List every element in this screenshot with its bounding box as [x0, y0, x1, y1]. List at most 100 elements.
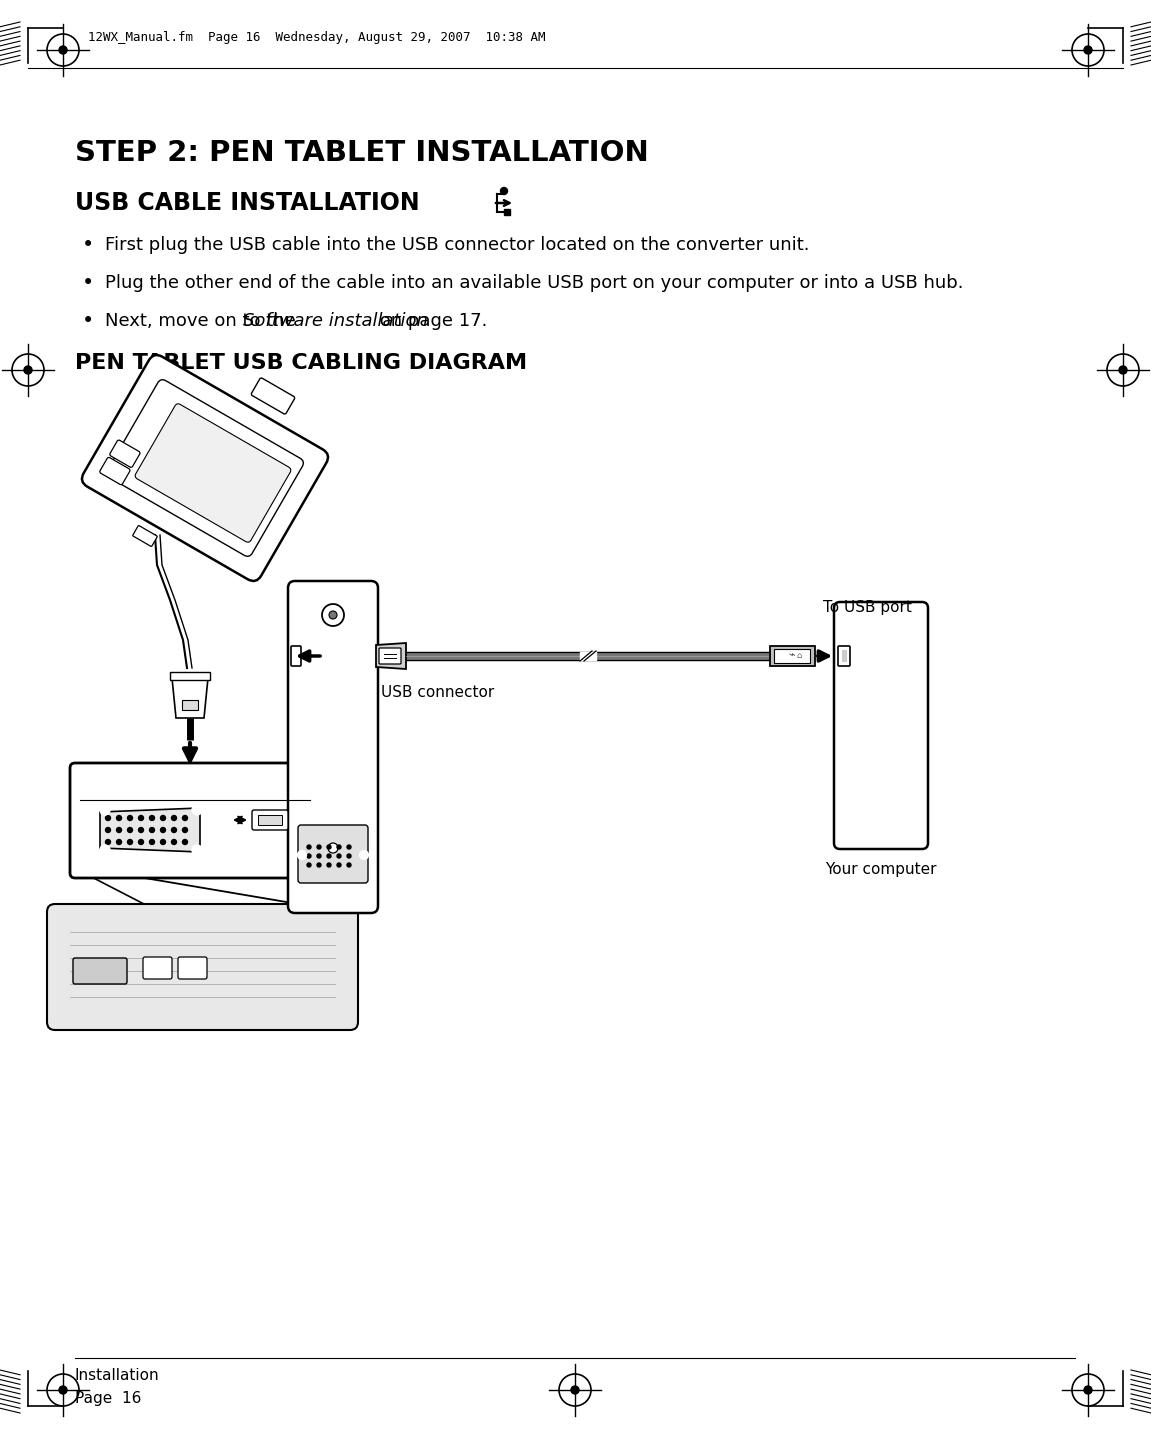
Circle shape	[317, 845, 321, 849]
FancyBboxPatch shape	[838, 645, 849, 665]
Circle shape	[150, 816, 154, 820]
Circle shape	[346, 845, 351, 849]
Bar	[182, 700, 198, 710]
FancyBboxPatch shape	[251, 379, 295, 414]
Text: ⌁: ⌁	[788, 651, 794, 661]
Text: on page 17.: on page 17.	[374, 313, 487, 330]
Text: ⌂: ⌂	[796, 651, 801, 660]
Text: USB connector: USB connector	[381, 685, 494, 700]
Circle shape	[183, 827, 188, 833]
Circle shape	[192, 804, 201, 815]
Circle shape	[359, 850, 368, 859]
Circle shape	[322, 604, 344, 627]
Circle shape	[307, 855, 311, 858]
Circle shape	[337, 855, 341, 858]
Text: USB CABLE INSTALLATION: USB CABLE INSTALLATION	[75, 191, 420, 215]
Polygon shape	[171, 678, 208, 718]
Circle shape	[59, 46, 67, 54]
Circle shape	[183, 839, 188, 845]
Polygon shape	[100, 807, 200, 852]
FancyBboxPatch shape	[82, 356, 328, 581]
Circle shape	[327, 855, 331, 858]
Circle shape	[100, 845, 110, 855]
Circle shape	[337, 845, 341, 849]
Text: •: •	[82, 311, 94, 331]
FancyBboxPatch shape	[47, 903, 358, 1030]
Bar	[170, 673, 209, 680]
Circle shape	[138, 827, 144, 833]
Circle shape	[160, 839, 166, 845]
FancyBboxPatch shape	[70, 763, 320, 878]
Circle shape	[128, 816, 132, 820]
Text: STEP 2: PEN TABLET INSTALLATION: STEP 2: PEN TABLET INSTALLATION	[75, 139, 649, 166]
Circle shape	[116, 816, 122, 820]
Text: PEN TABLET USB CABLING DIAGRAM: PEN TABLET USB CABLING DIAGRAM	[75, 353, 527, 373]
Text: •: •	[82, 235, 94, 255]
Circle shape	[171, 816, 176, 820]
Text: Installation: Installation	[75, 1368, 160, 1382]
Text: Your computer: Your computer	[825, 862, 937, 878]
Bar	[504, 209, 510, 215]
Circle shape	[150, 839, 154, 845]
Circle shape	[59, 1387, 67, 1394]
Text: Software installation: Software installation	[243, 313, 428, 330]
Circle shape	[327, 863, 331, 868]
Circle shape	[307, 863, 311, 868]
FancyBboxPatch shape	[298, 825, 368, 883]
Bar	[258, 815, 282, 825]
Text: Next, move on to the: Next, move on to the	[105, 313, 302, 330]
FancyBboxPatch shape	[132, 526, 158, 546]
Circle shape	[1119, 366, 1127, 374]
Circle shape	[192, 845, 201, 855]
FancyBboxPatch shape	[252, 810, 288, 830]
Circle shape	[329, 611, 337, 619]
FancyBboxPatch shape	[288, 581, 378, 913]
Circle shape	[571, 1387, 579, 1394]
Circle shape	[24, 366, 32, 374]
FancyBboxPatch shape	[379, 648, 401, 664]
Circle shape	[327, 845, 331, 849]
Circle shape	[317, 863, 321, 868]
Circle shape	[100, 804, 110, 815]
Circle shape	[346, 863, 351, 868]
Text: First plug the USB cable into the USB connector located on the converter unit.: First plug the USB cable into the USB co…	[105, 237, 809, 254]
Text: 12WX_Manual.fm  Page 16  Wednesday, August 29, 2007  10:38 AM: 12WX_Manual.fm Page 16 Wednesday, August…	[87, 32, 546, 44]
Text: To USB port: To USB port	[823, 599, 912, 615]
FancyBboxPatch shape	[178, 956, 207, 979]
Circle shape	[297, 850, 306, 859]
FancyBboxPatch shape	[834, 602, 928, 849]
Text: Plug the other end of the cable into an available USB port on your computer or i: Plug the other end of the cable into an …	[105, 274, 963, 293]
Circle shape	[337, 863, 341, 868]
Polygon shape	[770, 645, 815, 665]
Circle shape	[1084, 46, 1092, 54]
FancyBboxPatch shape	[73, 958, 127, 984]
Polygon shape	[376, 642, 406, 670]
Circle shape	[160, 827, 166, 833]
Circle shape	[346, 855, 351, 858]
FancyBboxPatch shape	[291, 645, 302, 665]
Circle shape	[171, 839, 176, 845]
Circle shape	[106, 816, 110, 820]
Circle shape	[160, 816, 166, 820]
Circle shape	[106, 827, 110, 833]
FancyBboxPatch shape	[100, 457, 130, 485]
Circle shape	[317, 855, 321, 858]
Circle shape	[138, 839, 144, 845]
FancyBboxPatch shape	[109, 440, 140, 467]
Circle shape	[328, 843, 338, 853]
Circle shape	[138, 816, 144, 820]
FancyBboxPatch shape	[143, 956, 171, 979]
Bar	[843, 650, 847, 663]
Circle shape	[307, 845, 311, 849]
Circle shape	[128, 839, 132, 845]
Text: •: •	[82, 272, 94, 293]
Circle shape	[1084, 1387, 1092, 1394]
Circle shape	[106, 839, 110, 845]
Circle shape	[150, 827, 154, 833]
FancyBboxPatch shape	[135, 404, 291, 542]
Circle shape	[116, 839, 122, 845]
FancyBboxPatch shape	[107, 380, 304, 556]
Bar	[773, 650, 810, 663]
Text: Page  16: Page 16	[75, 1391, 142, 1405]
Circle shape	[501, 188, 508, 195]
